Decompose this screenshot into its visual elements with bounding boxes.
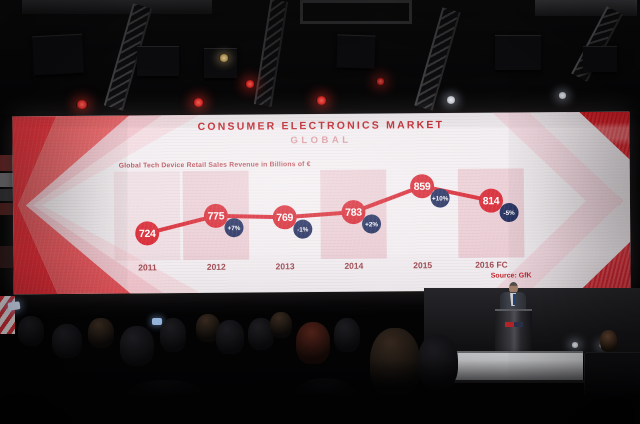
stage-light-warm	[219, 54, 229, 62]
change-badge-label: +7%	[228, 225, 241, 232]
value-label: 814	[483, 195, 500, 207]
source-label: Source: GfK	[490, 272, 532, 280]
change-badge	[362, 214, 382, 234]
stage-light-red	[193, 98, 204, 107]
backstage-panel	[0, 203, 14, 215]
ceiling-beam	[22, 0, 212, 14]
stage-light-fixture	[137, 46, 179, 76]
year-label: 2015	[413, 260, 432, 270]
audience-phone-screen	[152, 318, 162, 325]
value-label: 859	[414, 181, 431, 193]
change-badge	[499, 203, 519, 223]
audience-head	[18, 316, 44, 346]
change-badge-label: -5%	[503, 210, 515, 217]
stage-light-red	[245, 80, 255, 88]
backstage-panel	[0, 173, 14, 187]
value-marker	[478, 188, 503, 213]
podium-logo	[505, 322, 514, 327]
audience-head	[160, 318, 186, 352]
backstage-panel	[0, 189, 14, 201]
audience-head	[52, 324, 82, 358]
market-line-chart: 724 2011 +7%775 2012 -1% 769 2013 +2%783 2014 +10…	[113, 168, 525, 272]
stage-light-red	[316, 96, 327, 105]
value-marker	[272, 205, 297, 230]
audience-head	[216, 320, 244, 354]
stage-light-fixture	[336, 34, 376, 69]
presentation-screen: 724 2011 +7% 775 2012 -1% 769 2013 +2% 783 2014 +10…	[12, 111, 631, 295]
podium-logo	[514, 322, 523, 327]
stage-light-fixture	[583, 46, 617, 72]
audience-head	[120, 326, 154, 366]
change-badge-label: -1%	[297, 227, 309, 234]
audience-head	[600, 330, 617, 352]
year-label: 2016 FC	[475, 260, 508, 270]
speaker	[497, 282, 529, 312]
stage-light-red	[376, 78, 385, 85]
value-label: 724	[139, 228, 156, 240]
value-marker	[341, 200, 366, 225]
year-label: 2011	[138, 262, 157, 272]
change-badge-label: +10%	[432, 195, 449, 202]
audience-head	[334, 318, 360, 352]
speaker-tie	[512, 294, 516, 305]
audience-darkness	[0, 360, 640, 424]
stage-light-fixture	[204, 48, 237, 78]
backstage-panel	[0, 246, 14, 268]
stage-light-fixture	[32, 33, 84, 76]
year-highlight-band	[113, 171, 181, 261]
audience-head	[248, 318, 274, 350]
change-badge	[430, 188, 450, 208]
value-label: 783	[345, 207, 362, 219]
audience-phone-screen	[7, 301, 21, 311]
audience-head	[296, 322, 330, 364]
change-badge	[224, 218, 244, 238]
stage-floor-light	[571, 342, 579, 348]
stage-light-white	[446, 96, 456, 104]
year-label: 2013	[276, 261, 295, 271]
audience-head	[270, 312, 292, 338]
value-marker	[410, 174, 435, 199]
value-marker	[203, 203, 228, 228]
stage-light-red	[76, 100, 88, 109]
year-highlight-band	[457, 168, 525, 258]
stage-light-fixture	[495, 35, 541, 70]
speaker-head	[509, 282, 518, 294]
podium	[495, 309, 532, 355]
backstage-panel	[0, 155, 14, 171]
value-label: 769	[276, 212, 293, 224]
year-label: 2014	[344, 261, 363, 271]
audience-head	[88, 318, 114, 348]
ceiling-frame	[300, 0, 412, 24]
value-marker	[135, 221, 160, 246]
change-badge-label: +2%	[365, 221, 378, 228]
year-label: 2012	[207, 262, 226, 272]
value-label: 775	[208, 210, 225, 222]
change-badge	[293, 219, 313, 239]
stage-light-white	[558, 92, 567, 99]
